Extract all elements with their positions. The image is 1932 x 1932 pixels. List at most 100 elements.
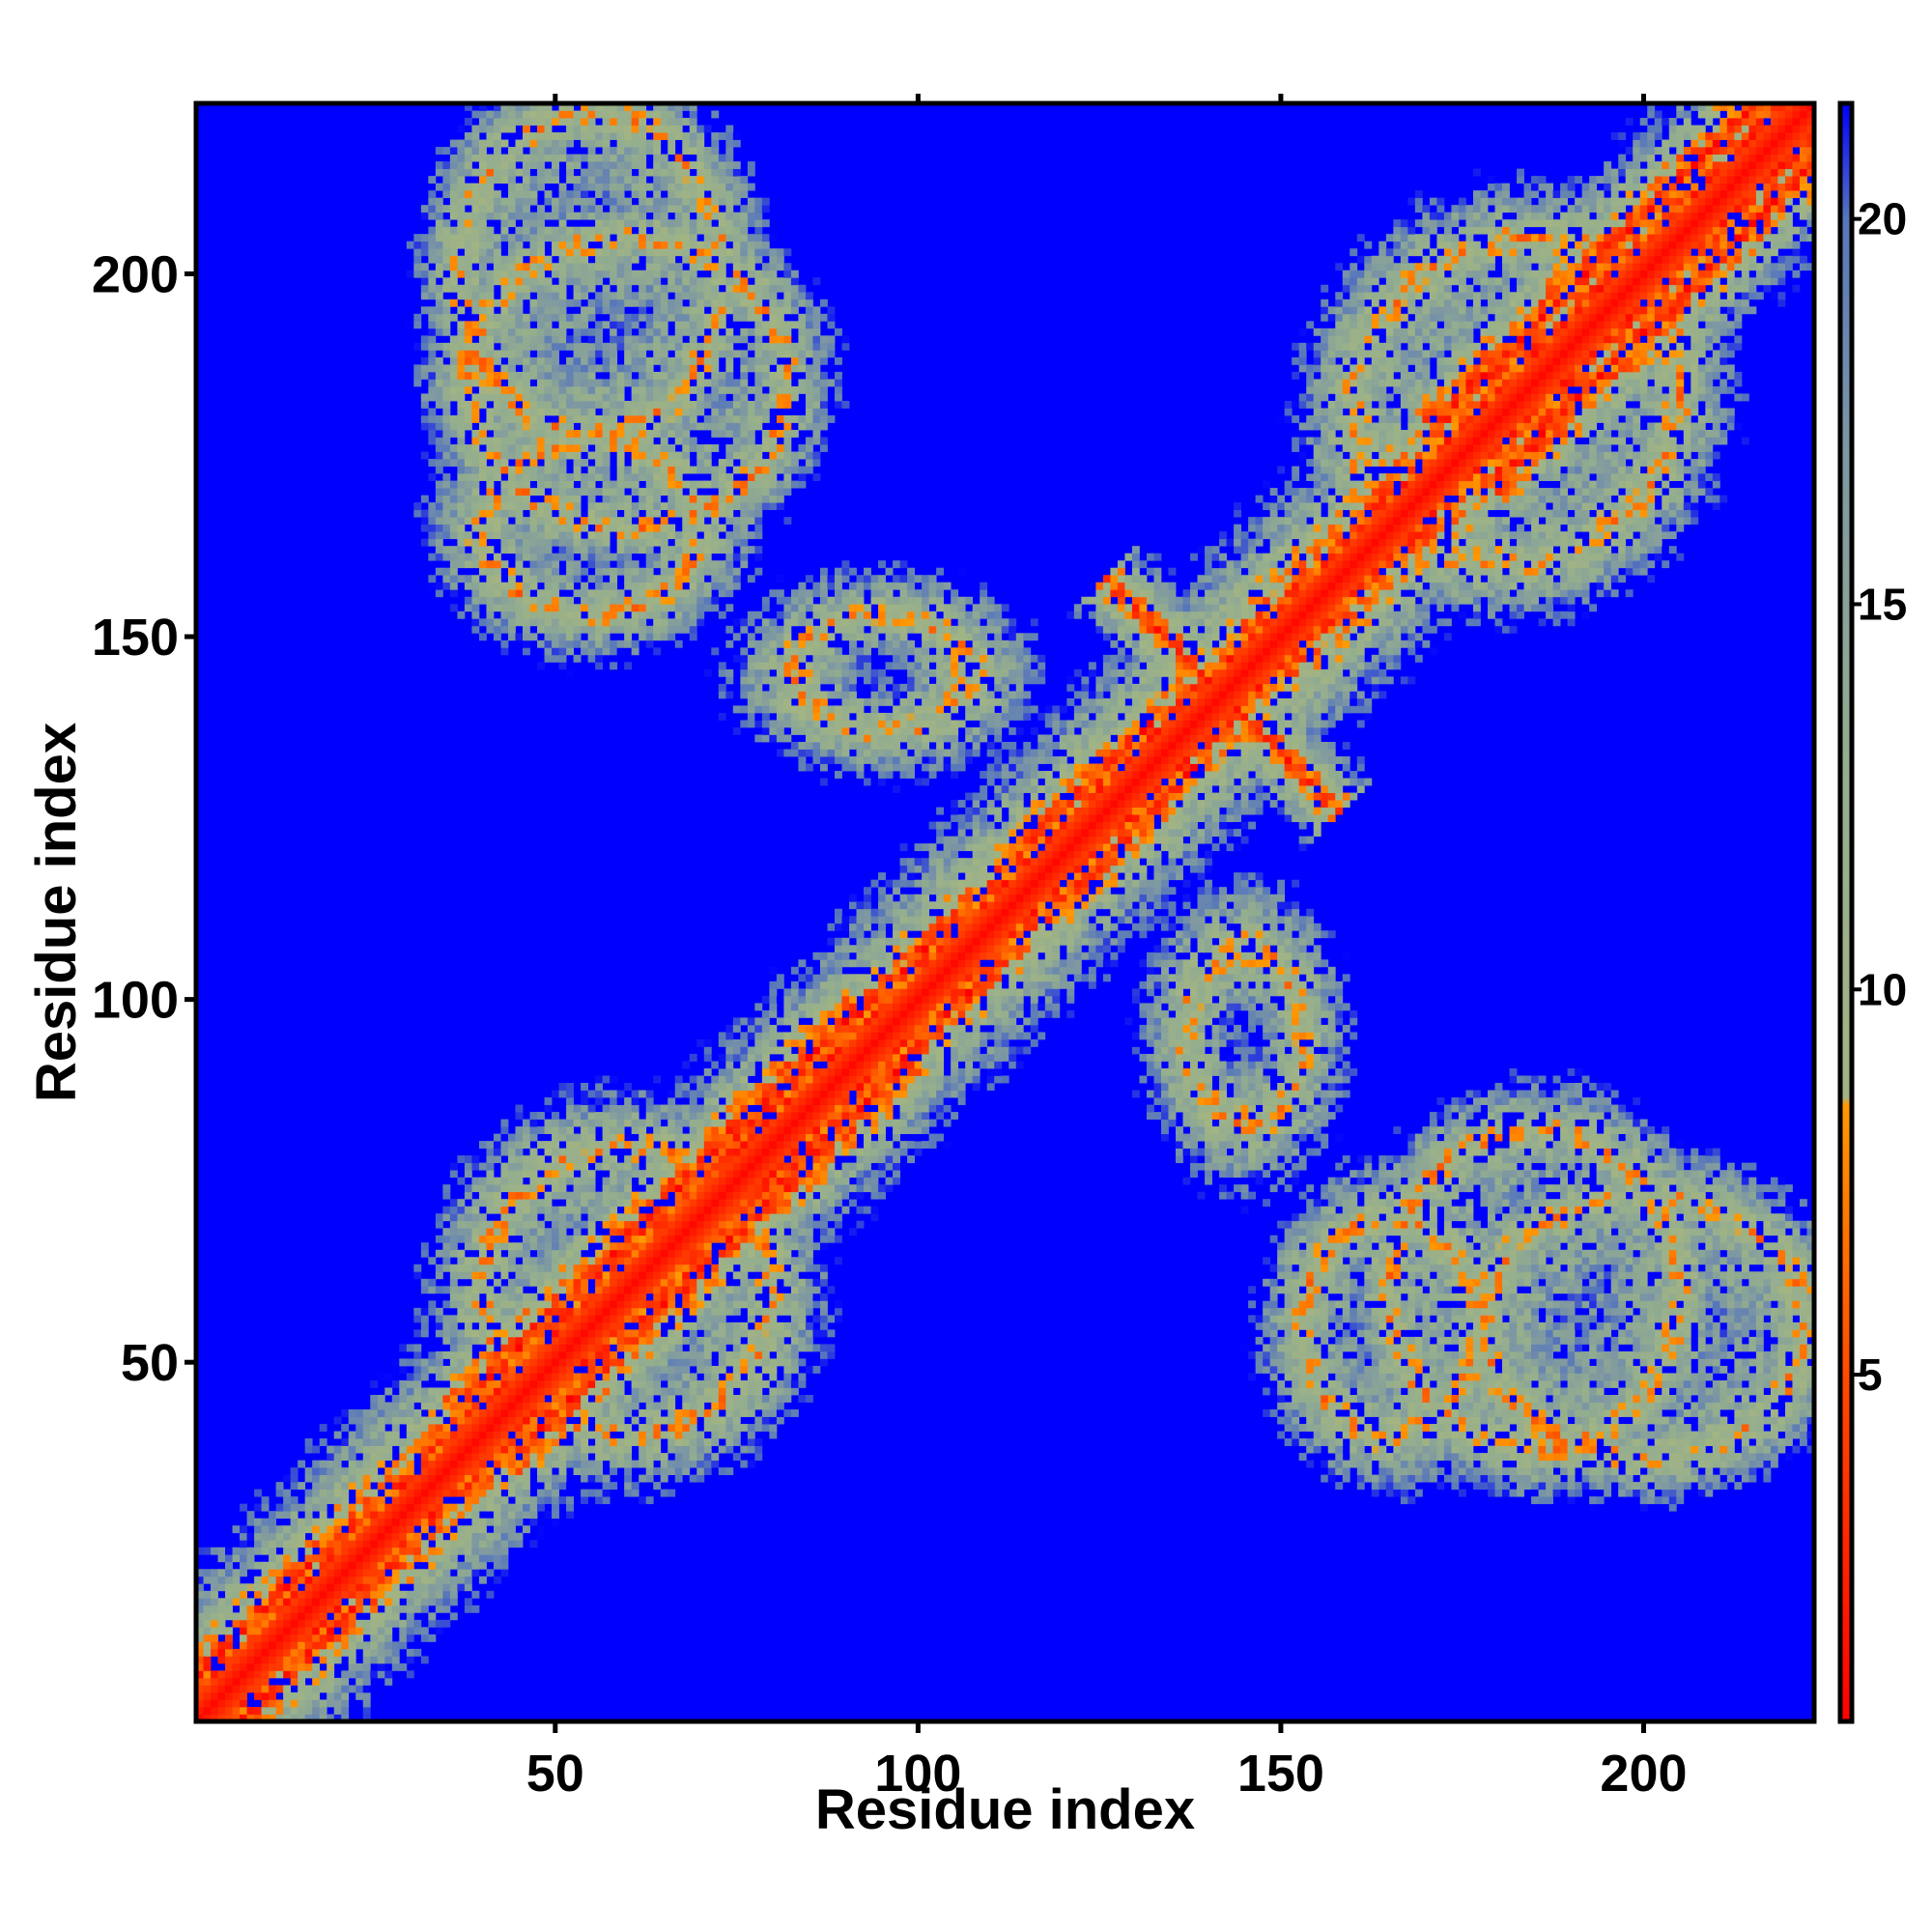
heatmap-cell — [602, 364, 611, 373]
heatmap-cell — [587, 1191, 596, 1200]
heatmap-cell — [428, 553, 437, 561]
heatmap-cell — [523, 226, 530, 235]
heatmap-cell — [624, 560, 633, 569]
heatmap-cell — [544, 327, 553, 336]
heatmap-cell — [668, 604, 676, 612]
heatmap-cell — [624, 1424, 633, 1432]
heatmap-cell — [370, 1445, 379, 1454]
heatmap-cell — [581, 1112, 588, 1120]
heatmap-cell — [217, 1583, 226, 1592]
heatmap-cell — [442, 350, 451, 358]
heatmap-cell — [261, 1532, 270, 1541]
heatmap-cell — [544, 1257, 553, 1265]
heatmap-cell — [595, 575, 604, 583]
heatmap-cell — [566, 248, 574, 257]
heatmap-cell — [668, 1278, 676, 1287]
heatmap-cell — [312, 1648, 321, 1657]
heatmap-cell — [457, 190, 466, 199]
heatmap-cell — [283, 1489, 292, 1497]
heatmap-cell — [225, 1583, 233, 1592]
heatmap-cell — [660, 1315, 668, 1323]
heatmap-cell — [457, 205, 466, 213]
heatmap-cell — [500, 560, 509, 569]
heatmap-cell — [537, 168, 545, 177]
heatmap-cell — [653, 118, 662, 126]
heatmap-cell — [500, 1409, 509, 1417]
heatmap-cell — [653, 197, 662, 206]
heatmap-cell — [558, 327, 567, 336]
heatmap-cell — [428, 430, 437, 438]
heatmap-cell — [581, 1119, 588, 1127]
heatmap-cell — [558, 1467, 567, 1476]
heatmap-cell — [668, 625, 676, 634]
heatmap-cell — [595, 618, 604, 627]
heatmap-cell — [610, 197, 618, 206]
heatmap-cell — [602, 1075, 611, 1084]
heatmap-cell — [529, 234, 538, 242]
heatmap-cell — [595, 306, 604, 315]
heatmap-cell — [493, 437, 501, 445]
heatmap-cell — [544, 277, 553, 286]
heatmap-cell — [639, 1300, 647, 1309]
heatmap-cell — [500, 1431, 509, 1439]
heatmap-cell — [581, 263, 588, 271]
heatmap-cell — [457, 1307, 466, 1316]
heatmap-cell — [240, 1503, 247, 1512]
heatmap-cell — [587, 414, 596, 423]
heatmap-cell — [515, 1278, 524, 1287]
heatmap-cell — [653, 1445, 662, 1454]
heatmap-cell — [674, 1235, 683, 1243]
heatmap-cell — [435, 1402, 443, 1410]
heatmap-cell — [631, 1235, 639, 1243]
heatmap-cell — [645, 1170, 654, 1179]
heatmap-cell — [370, 1598, 379, 1606]
heatmap-cell — [327, 1691, 335, 1700]
heatmap-cell — [500, 459, 509, 467]
heatmap-cell — [566, 604, 574, 612]
heatmap-cell — [653, 618, 662, 627]
heatmap-cell — [602, 1431, 611, 1439]
heatmap-cell — [420, 1395, 429, 1403]
heatmap-cell — [631, 524, 639, 532]
heatmap-cell — [558, 524, 567, 532]
heatmap-cell — [493, 1547, 501, 1555]
heatmap-cell — [523, 1350, 530, 1359]
heatmap-cell — [283, 1662, 292, 1671]
heatmap-cell — [435, 371, 443, 380]
heatmap-cell — [639, 125, 647, 133]
heatmap-cell — [610, 618, 618, 627]
heatmap-cell — [420, 1387, 429, 1396]
heatmap-cell — [668, 226, 676, 235]
heatmap-cell — [362, 1453, 371, 1461]
heatmap-cell — [523, 190, 530, 199]
heatmap-cell — [261, 1605, 270, 1613]
heatmap-cell — [254, 1685, 262, 1693]
heatmap-cell — [616, 1133, 625, 1142]
heatmap-cell — [211, 1583, 218, 1592]
heatmap-cell — [653, 393, 662, 402]
heatmap-cell — [435, 1482, 443, 1491]
heatmap-cell — [558, 1307, 567, 1316]
heatmap-cell — [435, 1583, 443, 1592]
heatmap-cell — [523, 371, 530, 380]
heatmap-cell — [639, 618, 647, 627]
heatmap-cell — [370, 1474, 379, 1483]
heatmap-cell — [645, 1460, 654, 1468]
heatmap-cell — [500, 1148, 509, 1156]
heatmap-cell — [624, 277, 633, 286]
heatmap-cell — [653, 385, 662, 394]
heatmap-cell — [610, 495, 618, 503]
heatmap-cell — [391, 1395, 400, 1403]
heatmap-cell — [486, 1307, 495, 1316]
heatmap-cell — [304, 1467, 313, 1476]
heatmap-cell — [674, 1365, 683, 1374]
heatmap-cell — [449, 226, 458, 235]
heatmap-cell — [587, 154, 596, 162]
heatmap-cell — [362, 1656, 371, 1664]
heatmap-cell — [341, 1561, 350, 1570]
heatmap-cell — [261, 1547, 270, 1555]
heatmap-cell — [573, 509, 582, 518]
heatmap-cell — [558, 321, 567, 329]
heatmap-cell — [500, 1511, 509, 1520]
heatmap-cell — [529, 335, 538, 344]
